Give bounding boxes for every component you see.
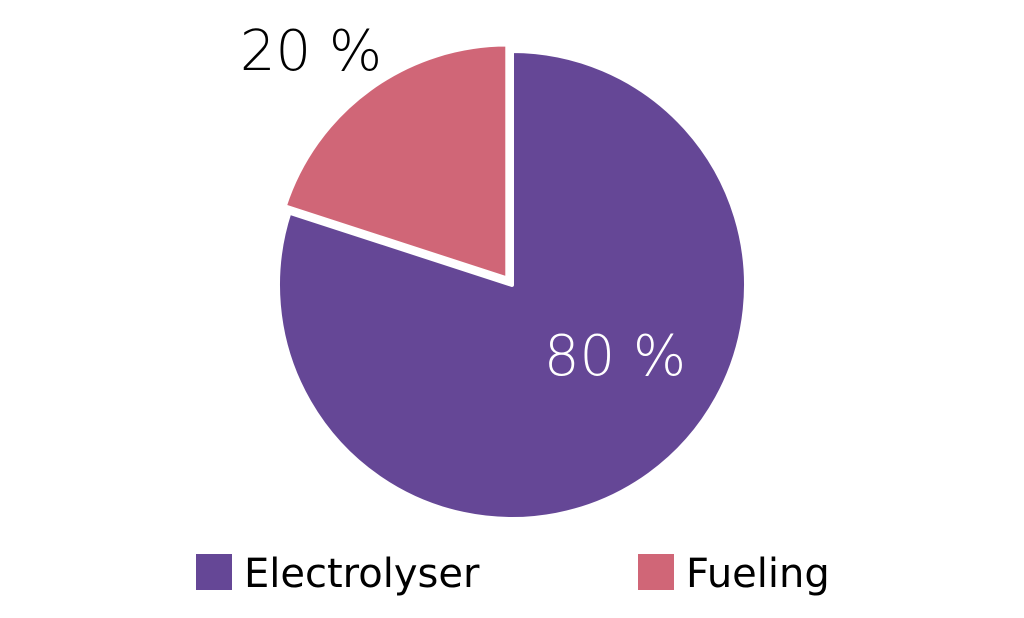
pie-slices bbox=[276, 42, 748, 521]
legend-swatch-electrolyser bbox=[196, 554, 232, 590]
legend-swatch-fueling bbox=[638, 554, 674, 590]
pie-labels: 80 % 20 % bbox=[240, 19, 686, 389]
data-label-electrolyser: 80 % bbox=[544, 324, 686, 389]
legend: Electrolyser Fueling bbox=[196, 551, 830, 597]
data-label-fueling: 20 % bbox=[240, 19, 382, 84]
legend-label-fueling: Fueling bbox=[686, 551, 830, 597]
pie-slice-fueling bbox=[282, 42, 510, 281]
legend-label-electrolyser: Electrolyser bbox=[244, 551, 480, 597]
pie-slice-electrolyser bbox=[276, 49, 748, 521]
